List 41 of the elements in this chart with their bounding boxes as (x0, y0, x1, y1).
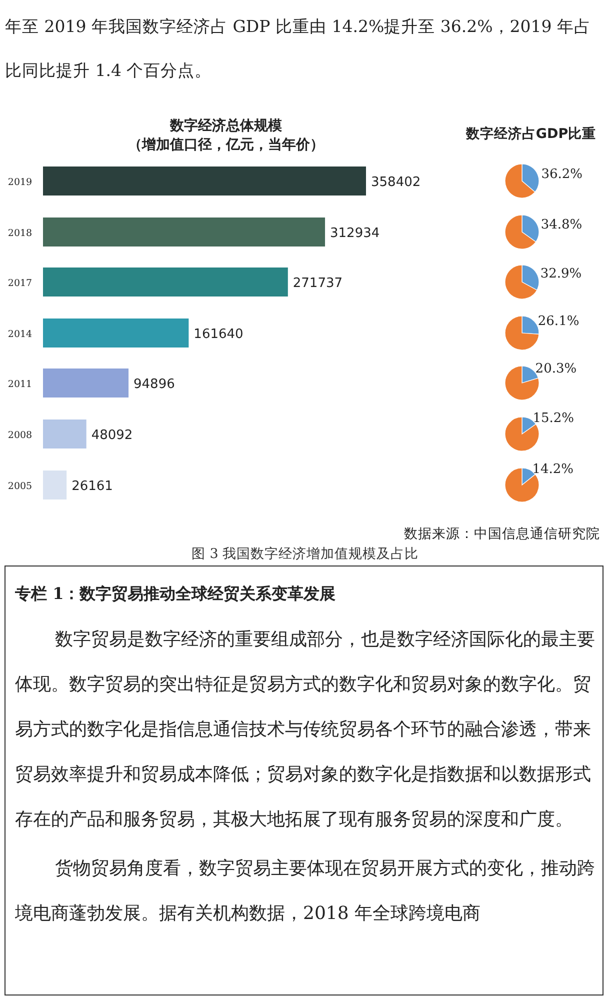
data-label: 271737 (292, 276, 343, 291)
data-label: 20.3% (535, 362, 577, 377)
bar (43, 166, 366, 196)
chart-title: 数字经济占GDP比重 (464, 125, 596, 142)
data-label: 36.2% (541, 167, 583, 182)
y-tick-label: 2018 (8, 228, 32, 239)
bar (43, 470, 67, 500)
bar (43, 218, 326, 246)
data-label: 161640 (194, 327, 244, 342)
data-label: 48092 (91, 428, 133, 443)
source-note: 数据来源：中国信息通信研究院 (404, 526, 600, 542)
text: 年至 2019 年我国数字经济占 GDP 比重由 14.2%提升至 36.2%，2019 年占比同比提升 1.4 个百分点。 (5, 17, 592, 80)
pie-slice (504, 164, 536, 198)
pie-slice (504, 316, 540, 350)
data-label: 94896 (134, 377, 175, 392)
text: 专栏 1：数字贸易推动全球经贸关系变革发展 (14, 584, 336, 603)
text: 数字贸易是数字经济的重要组成部分，也是数字经济国际化的最主要体现。数字贸易的突出特征是贸易方式的数字化和贸易对象的数字化。贸易方式的数字化是指信息通信技术与传统贸易各个环节的融合渗透，带来贸易效率提升和贸易成本降低；贸易对象的数字化是指数据和以数据形式存在的产品和服务贸易，其极大地拓展了现有服务贸易的深度和广度。 (15, 629, 595, 830)
y-tick-label: 2014 (8, 329, 32, 340)
bar (43, 318, 189, 348)
caption: 图 3 我国数字经济增加值规模及占比 (191, 546, 419, 562)
y-tick-label: 2011 (8, 379, 32, 390)
text: 货物贸易角度看，数字贸易主要体现在贸易开展方式的变化，推动跨境电商蓬勃发展。据有关机构数据，2018 年全球跨境电商 (15, 858, 595, 924)
data-label: 26.1% (538, 314, 580, 330)
chart-subtitle: （增加值口径，亿元，当年价） (128, 137, 324, 153)
pie-slice (504, 264, 538, 300)
data-label: 358402 (371, 175, 421, 190)
y-tick-label: 2017 (8, 278, 32, 289)
y-tick-label: 2005 (8, 481, 32, 492)
data-label: 26161 (72, 479, 113, 494)
data-label: 14.2% (532, 462, 574, 477)
data-label: 312934 (330, 226, 380, 241)
bar (43, 368, 129, 398)
data-label: 34.8% (540, 217, 582, 232)
data-label: 15.2% (532, 411, 574, 426)
pie-slice (504, 214, 536, 250)
y-tick-label: 2008 (8, 430, 32, 441)
bar (43, 268, 288, 296)
bar (43, 420, 86, 448)
y-tick-label: 2019 (8, 177, 32, 188)
chart-title: 数字经济总体规模 (169, 117, 283, 134)
data-label: 32.9% (540, 266, 582, 282)
